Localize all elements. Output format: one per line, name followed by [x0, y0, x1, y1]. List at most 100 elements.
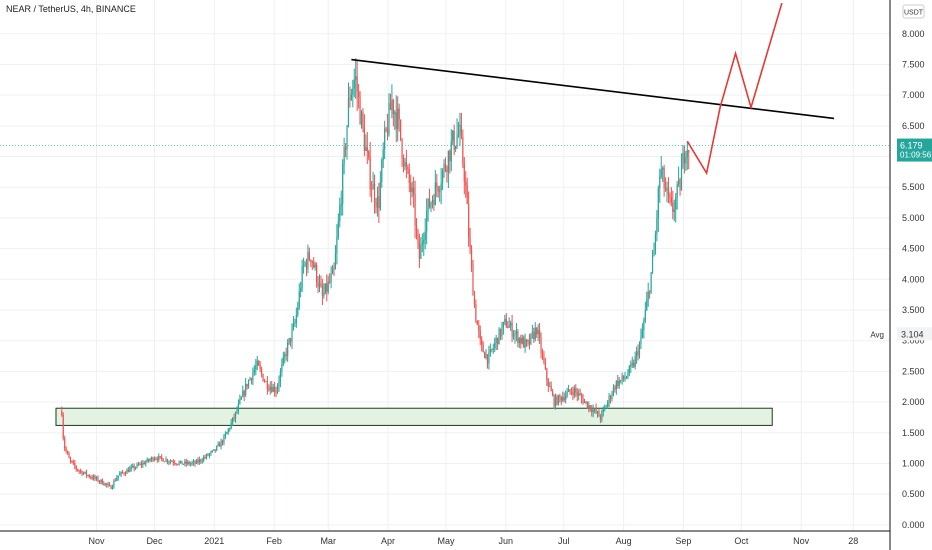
candle-body: [420, 244, 422, 259]
candle-body: [90, 477, 92, 478]
candle-body: [667, 187, 670, 195]
candle-body: [534, 327, 536, 340]
candle-body: [594, 408, 596, 410]
candle-body: [631, 363, 633, 365]
candle-body: [340, 203, 342, 206]
support-zone[interactable]: [55, 407, 773, 426]
candle-body: [683, 153, 685, 164]
candle-body: [300, 288, 302, 292]
candle-body: [499, 328, 502, 337]
candle-body: [185, 461, 187, 464]
candle-body: [123, 472, 125, 474]
candle-body: [85, 471, 87, 476]
candle-body: [66, 451, 69, 454]
x-tick-label: Mar: [320, 536, 336, 546]
candle-body: [237, 403, 240, 411]
candle-body: [221, 440, 224, 443]
candle-body: [517, 331, 519, 344]
candle-body: [316, 264, 318, 283]
candle-body: [625, 377, 628, 379]
candle-body: [344, 147, 347, 150]
candle-body: [198, 459, 200, 463]
candle-body: [528, 340, 531, 344]
candle-body: [302, 264, 305, 267]
candle-body: [93, 476, 95, 479]
candle-body: [362, 112, 364, 128]
candle-body: [630, 364, 632, 367]
candle-body: [495, 337, 497, 343]
candle-body: [229, 428, 231, 430]
candle-body: [333, 268, 335, 270]
candle-body: [298, 291, 300, 307]
candle-body: [541, 352, 544, 356]
candle-body: [468, 204, 470, 238]
candle-body: [598, 411, 600, 417]
candle-body: [226, 432, 228, 435]
projection-path[interactable]: [686, 2, 783, 176]
candle-body: [272, 386, 274, 392]
y-tick-label: 1.500: [902, 428, 925, 438]
candle-body: [680, 168, 683, 191]
candle-body: [203, 457, 205, 461]
candle-body: [481, 339, 483, 345]
y-tick-label: 7.500: [902, 59, 925, 69]
y-tick-label: 2.000: [902, 397, 925, 407]
candle-body: [207, 454, 209, 456]
candle-body: [336, 236, 338, 254]
candle-body: [408, 169, 410, 184]
candle-body: [213, 449, 215, 451]
candle-body: [175, 463, 177, 465]
candle-body: [560, 397, 562, 401]
candle-body: [410, 183, 412, 193]
candle-body: [137, 464, 140, 466]
candle-body: [399, 119, 402, 140]
candle-body: [489, 349, 491, 353]
candle-body: [129, 468, 131, 473]
candle-body: [395, 112, 397, 129]
candle-body: [525, 339, 528, 343]
candle-body: [483, 352, 486, 359]
x-axis-ticks: Nov Dec 2021 Feb Mar Apr May Jun Jul Aug Sep Oct Nov…: [89, 536, 859, 546]
candle-body: [428, 198, 431, 208]
x-tick-label: Sep: [675, 536, 691, 546]
candle-body: [74, 462, 76, 467]
candle-body: [465, 181, 467, 186]
candle-body: [304, 262, 306, 265]
candle-body: [366, 147, 368, 152]
candle-body: [130, 466, 132, 469]
candle-body: [596, 411, 599, 413]
candle-body: [219, 443, 221, 447]
bar-countdown: 01:09:56: [900, 151, 932, 160]
candle-body: [214, 449, 216, 451]
candle-body: [276, 386, 279, 393]
y-tick-label: 4.000: [902, 274, 925, 284]
candle-body: [494, 342, 496, 348]
candle-body: [156, 458, 158, 461]
candle-body: [246, 383, 248, 387]
candle-body: [269, 387, 271, 390]
candle-body: [486, 354, 489, 364]
candle-body: [64, 438, 66, 449]
candle-body: [462, 136, 464, 164]
candle-body: [659, 176, 661, 189]
candle-body: [149, 459, 151, 461]
candle-body: [158, 456, 160, 461]
candle-body: [310, 259, 312, 262]
candle-body: [256, 361, 258, 366]
candle-body: [108, 484, 111, 486]
candle-body: [612, 387, 615, 395]
candle-body: [243, 391, 245, 396]
candle-body: [552, 391, 554, 396]
currency-button[interactable]: USDT: [902, 4, 925, 19]
candle-body: [414, 194, 416, 226]
chart-grid: [0, 0, 890, 531]
candle-body: [440, 183, 442, 191]
candle-body: [583, 401, 586, 404]
candle-body: [566, 391, 568, 396]
resistance-trendline[interactable]: [351, 58, 835, 120]
candle-body: [423, 239, 425, 244]
candle-body: [601, 411, 603, 420]
candle-body: [676, 184, 678, 198]
candle-body: [205, 454, 208, 458]
